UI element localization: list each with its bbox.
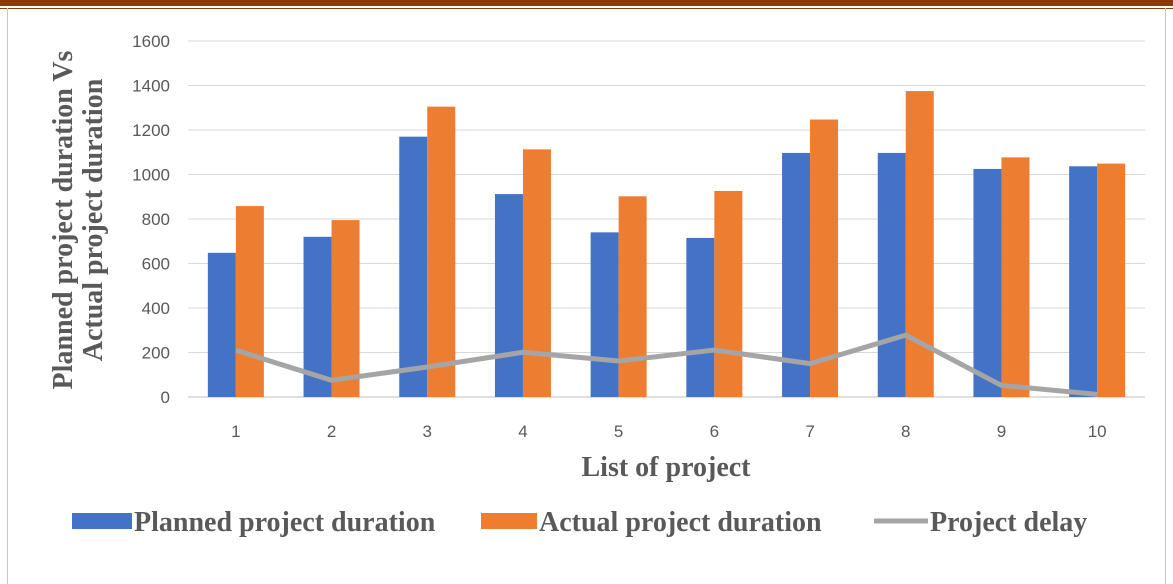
- x-tick-label: 10: [1088, 422, 1107, 441]
- bar-planned: [877, 152, 906, 397]
- x-axis-ticks: 1 2 3 4 5 6 7 8 9 10: [231, 422, 1106, 441]
- legend-label-delay: Project delay: [930, 507, 1087, 538]
- x-tick-label: 8: [901, 422, 910, 441]
- x-tick-label: 6: [710, 422, 719, 441]
- bar-planned: [207, 252, 236, 397]
- bar-planned: [590, 232, 619, 397]
- y-tick-label: 1600: [132, 32, 170, 51]
- x-axis-label: List of project: [582, 452, 752, 483]
- bar-planned: [973, 168, 1002, 397]
- legend-swatch-planned: [72, 513, 132, 529]
- y-tick-label: 800: [142, 210, 170, 229]
- bar-actual: [235, 206, 264, 397]
- bar-planned: [686, 237, 715, 397]
- bar-planned: [303, 236, 332, 397]
- y-tick-label: 1000: [132, 166, 170, 185]
- x-tick-label: 1: [231, 422, 240, 441]
- y-tick-label: 1200: [132, 121, 170, 140]
- bar-actual: [1097, 163, 1126, 397]
- bar-actual: [714, 190, 743, 397]
- bar-actual: [810, 119, 839, 397]
- bar-actual: [331, 220, 360, 397]
- bar-actual: [1001, 157, 1030, 397]
- right-border-rule: [1165, 8, 1166, 584]
- legend-swatch-actual: [481, 513, 537, 529]
- x-tick-label: 7: [805, 422, 814, 441]
- bar-actual: [618, 196, 647, 397]
- x-tick-label: 5: [614, 422, 623, 441]
- x-tick-label: 2: [327, 422, 336, 441]
- left-border-rule: [7, 8, 8, 584]
- y-tick-label: 1400: [132, 77, 170, 96]
- x-tick-label: 9: [997, 422, 1006, 441]
- y-tick-label: 400: [142, 299, 170, 318]
- y-tick-label: 0: [161, 388, 170, 407]
- bar-planned: [1069, 166, 1098, 397]
- legend: Planned project duration Actual project …: [72, 507, 1087, 538]
- bar-planned: [494, 194, 523, 397]
- y-tick-label: 600: [142, 255, 170, 274]
- bar-actual: [905, 91, 934, 397]
- y-tick-label: 200: [142, 344, 170, 363]
- project-delay-line: [235, 332, 1098, 397]
- top-border-rule: [0, 0, 1173, 6]
- bars: [207, 91, 1126, 398]
- top-border-thin-rule: [0, 8, 1173, 9]
- legend-label-actual: Actual project duration: [539, 507, 822, 538]
- x-tick-label: 3: [423, 422, 432, 441]
- x-tick-label: 4: [518, 422, 527, 441]
- bar-actual: [427, 106, 456, 397]
- y-axis-ticks: 0 200 400 600 800 1000 1200 1400 1600: [132, 32, 170, 407]
- delay-line-layer: [235, 332, 1098, 397]
- legend-label-planned: Planned project duration: [134, 507, 436, 538]
- y-axis-label-line-1: Planned project duration Vs: [48, 50, 79, 389]
- bar-actual: [522, 149, 551, 397]
- bar-planned: [782, 152, 811, 397]
- bar-planned: [399, 136, 428, 398]
- y-axis-label-line-2: Actual project duration: [78, 78, 109, 361]
